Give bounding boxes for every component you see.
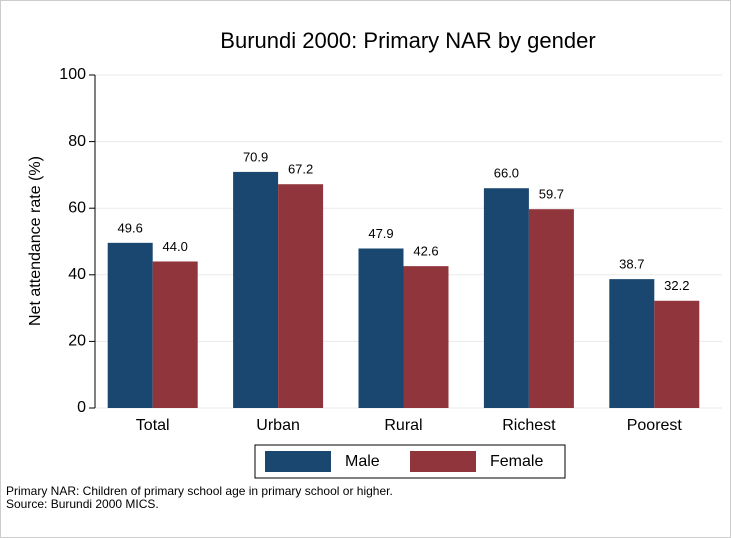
y-tick-label: 0: [77, 399, 86, 416]
data-label: 67.2: [288, 162, 313, 177]
bar: [403, 266, 449, 408]
y-tick-label: 80: [68, 133, 86, 150]
bar: [107, 242, 153, 408]
data-label: 44.0: [163, 239, 188, 254]
note: Primary NAR: Children of primary school …: [6, 484, 393, 498]
bar: [233, 171, 279, 408]
y-tick-label: 100: [59, 66, 86, 83]
x-tick-label: Poorest: [627, 417, 683, 434]
bar: [609, 279, 655, 408]
bar: [528, 209, 574, 408]
x-tick-label: Richest: [502, 417, 556, 434]
legend-swatch: [410, 451, 476, 472]
data-label: 59.7: [539, 187, 564, 202]
data-label: 49.6: [118, 220, 143, 235]
y-tick-label: 20: [68, 333, 86, 350]
legend-swatch: [265, 451, 331, 472]
legend-label: Male: [345, 453, 380, 470]
bar: [152, 261, 198, 408]
data-label: 47.9: [368, 226, 393, 241]
data-label: 42.6: [413, 244, 438, 259]
legend-label: Female: [490, 453, 543, 470]
x-tick-label: Urban: [256, 417, 300, 434]
x-tick-label: Rural: [384, 417, 422, 434]
data-label: 38.7: [619, 257, 644, 272]
bar: [278, 184, 324, 408]
x-tick-label: Total: [136, 417, 170, 434]
bar: [483, 188, 529, 408]
chart-title: Burundi 2000: Primary NAR by gender: [220, 28, 595, 53]
y-tick-label: 60: [68, 199, 86, 216]
data-label: 66.0: [494, 166, 519, 181]
note: Source: Burundi 2000 MICS.: [6, 497, 159, 511]
data-label: 70.9: [243, 149, 268, 164]
bar: [358, 248, 404, 408]
y-tick-label: 40: [68, 266, 86, 283]
y-axis-label: Net attendance rate (%): [27, 156, 44, 326]
bar: [654, 300, 700, 408]
data-label: 32.2: [664, 278, 689, 293]
